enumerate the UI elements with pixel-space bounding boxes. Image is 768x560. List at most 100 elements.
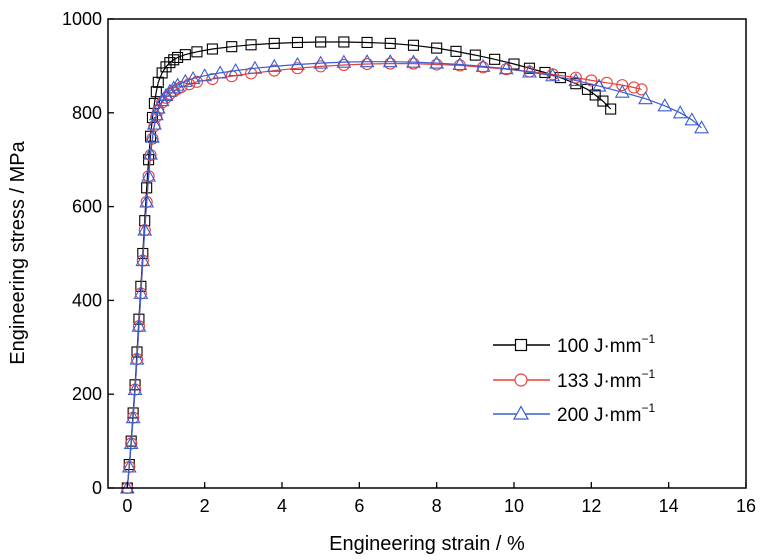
data-point xyxy=(127,381,143,396)
plot-frame xyxy=(107,18,747,489)
legend-label-100-sup: −1 xyxy=(641,332,655,346)
series-line xyxy=(126,61,702,489)
data-point xyxy=(290,56,305,71)
y-tick-label: 0 xyxy=(92,478,102,498)
data-point xyxy=(206,43,218,55)
data-point xyxy=(146,116,162,130)
data-point xyxy=(123,435,139,449)
data-point xyxy=(268,37,280,49)
y-tick-label: 600 xyxy=(72,197,102,217)
legend-entry-133: 133 J·mm−1 xyxy=(493,367,655,392)
data-point xyxy=(315,36,327,48)
data-point xyxy=(160,61,172,73)
data-point xyxy=(206,72,219,86)
data-point xyxy=(429,55,445,69)
y-tick-label: 800 xyxy=(72,103,102,123)
data-point xyxy=(589,89,601,101)
data-point xyxy=(635,83,648,96)
data-point xyxy=(291,36,304,49)
data-point xyxy=(226,41,238,53)
y-tick-label: 400 xyxy=(72,290,102,310)
data-point xyxy=(131,318,147,332)
data-point xyxy=(450,45,462,57)
legend-label-133-sup: −1 xyxy=(641,367,655,381)
legend-label-200-sup: −1 xyxy=(641,401,655,415)
data-point xyxy=(452,56,468,71)
data-point xyxy=(545,68,561,82)
data-point xyxy=(135,252,151,267)
data-point xyxy=(137,222,153,236)
legend-marker-square xyxy=(514,338,528,352)
x-tick-label: 0 xyxy=(122,496,132,516)
data-point xyxy=(384,37,396,49)
data-point xyxy=(121,459,137,473)
data-point xyxy=(266,58,282,72)
data-point xyxy=(614,84,630,98)
data-point xyxy=(407,39,420,51)
data-point xyxy=(125,410,141,424)
data-point xyxy=(179,49,191,61)
y-tick-label: 200 xyxy=(72,384,102,404)
data-point xyxy=(247,60,263,74)
legend-label-200-main: 200 J·mm xyxy=(557,405,641,426)
x-tick-label: 12 xyxy=(581,496,601,516)
data-point xyxy=(657,98,673,112)
data-point xyxy=(152,76,164,88)
data-point xyxy=(197,68,213,82)
legend-label-100-main: 100 J·mm xyxy=(557,336,641,357)
series-triangle xyxy=(119,54,709,494)
x-tick-label: 8 xyxy=(432,496,442,516)
data-point xyxy=(498,61,514,75)
data-point xyxy=(591,78,607,92)
data-point xyxy=(694,120,709,134)
data-point xyxy=(141,168,157,182)
data-point xyxy=(361,36,373,49)
legend-entry-200: 200 J·mm−1 xyxy=(493,401,655,426)
data-point xyxy=(569,71,582,84)
data-point xyxy=(627,81,640,94)
data-point xyxy=(156,67,168,79)
data-point xyxy=(150,100,166,114)
data-point xyxy=(170,77,186,91)
legend-label-133: 133 J·mm−1 xyxy=(557,367,655,392)
data-point xyxy=(313,55,329,69)
x-tick-label: 14 xyxy=(659,496,679,516)
series-layer xyxy=(119,36,709,495)
legend-marker-triangle xyxy=(512,405,530,420)
ticks-layer: 0 2 4 6 8 10 12 14 16 0 200 400 600 800 1000 xyxy=(62,9,756,516)
data-point xyxy=(616,79,629,92)
legend: 100 J·mm−1 133 J·mm−1 200 J·mm−1 xyxy=(484,330,734,432)
data-point xyxy=(150,86,162,98)
x-tick-label: 2 xyxy=(200,496,210,516)
data-point xyxy=(382,54,398,68)
data-point xyxy=(133,285,149,299)
data-point xyxy=(489,53,501,65)
x-tick-label: 10 xyxy=(504,496,524,516)
data-point xyxy=(172,51,184,64)
x-tick-label: 4 xyxy=(277,496,287,516)
y-axis-label: Engineering stress / MPa xyxy=(7,140,29,364)
data-point xyxy=(359,54,375,68)
data-point xyxy=(139,194,155,208)
data-point xyxy=(406,54,421,68)
legend-marker-circle xyxy=(514,373,528,387)
data-point xyxy=(129,351,145,365)
data-point xyxy=(336,54,352,68)
data-point xyxy=(145,129,160,143)
data-point xyxy=(684,112,700,126)
data-point xyxy=(605,103,617,115)
x-axis-label: Engineering strain / % xyxy=(329,533,525,555)
data-point xyxy=(168,54,180,66)
data-point xyxy=(245,39,257,51)
data-point xyxy=(185,70,201,85)
data-point xyxy=(597,95,609,107)
data-point xyxy=(430,58,443,71)
data-point xyxy=(148,119,161,132)
data-point xyxy=(469,49,481,61)
data-point xyxy=(338,36,350,48)
data-point xyxy=(148,107,164,121)
data-point xyxy=(638,91,653,105)
x-tick-label: 6 xyxy=(354,496,364,516)
data-point xyxy=(143,146,158,160)
data-point xyxy=(554,72,566,84)
